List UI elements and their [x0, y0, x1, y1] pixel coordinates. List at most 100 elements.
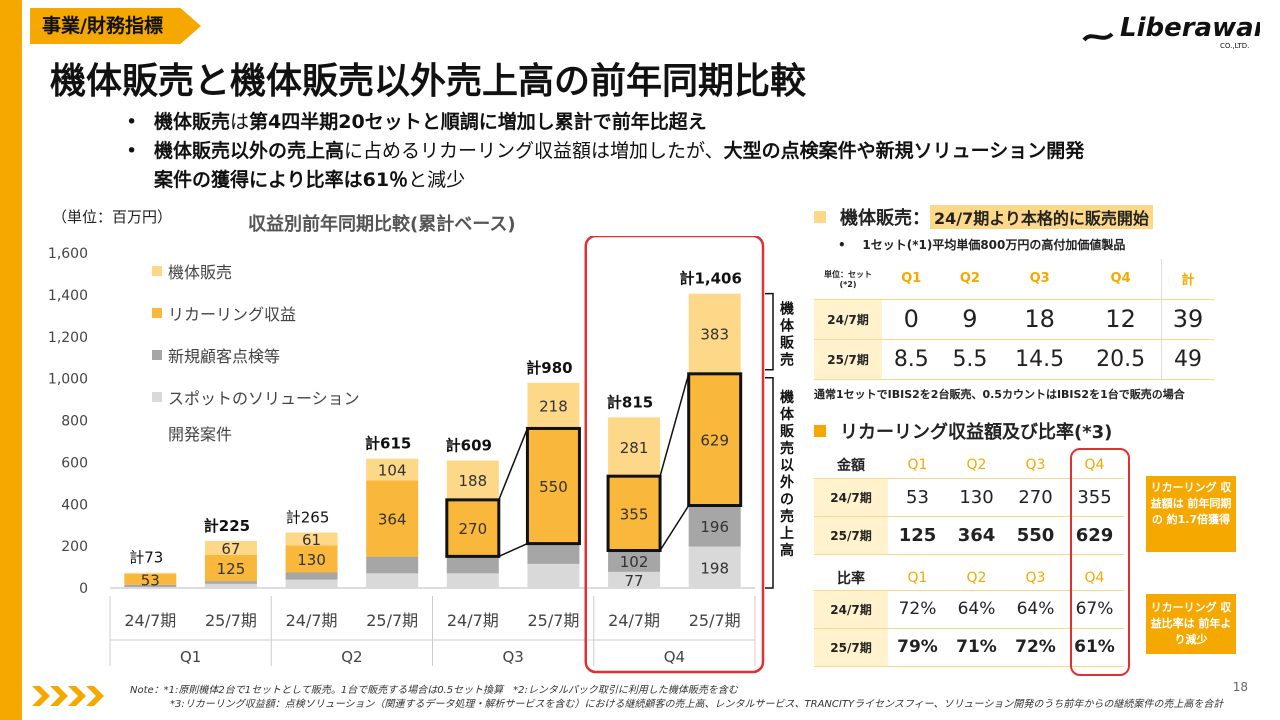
bar-segment: [608, 476, 661, 551]
data-label: 355: [620, 505, 649, 523]
rec-cell: 364: [957, 524, 996, 546]
x-tick-label: 24/7期: [447, 611, 499, 630]
y-tick-label: 1,600: [48, 246, 88, 262]
rec-cell: 355: [1077, 486, 1112, 508]
connector-line: [659, 373, 690, 477]
panel-recurring: リカーリング収益額及び比率(*3) 金額 Q1 Q2 Q3 Q4 24/7期 5…: [814, 418, 1264, 676]
bracket-other: [765, 377, 774, 589]
rec-cell: 53: [906, 486, 929, 508]
data-label: 198: [700, 559, 729, 577]
hw-cell: 49: [1161, 339, 1214, 379]
hw-cell: 39: [1161, 299, 1214, 339]
side-label-other: 外: [780, 474, 794, 491]
panel2-heading-row: リカーリング収益額及び比率(*3): [814, 418, 1264, 444]
ratio-cell: 71%: [956, 637, 997, 657]
bar-segment: [608, 571, 661, 588]
x-tick-label: 25/7期: [366, 611, 418, 630]
rec-cell: 130: [959, 486, 994, 508]
x-tick-label: 25/7期: [689, 611, 741, 630]
bullet-2-bold-2: 大型の点検案件や新規ソリューション開発: [723, 140, 1085, 162]
group-label: Q3: [502, 648, 523, 666]
total-label: 計615: [365, 435, 411, 453]
side-label-other: 高: [780, 542, 794, 559]
panel-hardware-sales: 機体販売： 24/7期より本格的に販売開始 • 1セット(*1)平均単価800万…: [814, 204, 1264, 402]
total-label: 計1,406: [679, 270, 741, 288]
rec-cell: 629: [1075, 524, 1114, 546]
side-label-hardware: 体: [780, 318, 795, 335]
panel2-square-icon: [814, 425, 826, 437]
group-label: Q4: [664, 648, 685, 666]
x-tick-label: 24/7期: [608, 611, 660, 630]
side-label-other: 以: [780, 458, 794, 474]
hw-cell: 8.5: [893, 346, 929, 372]
x-tick-label: 24/7期: [124, 611, 176, 630]
panel1-note: 通常1セットでIBIS2を2台販売、0.5カウントはIBIS2を1台で販売の場合: [814, 387, 1185, 401]
hw-cell: 12: [1105, 305, 1136, 333]
hardware-table: 単位：セット (*2) Q1 Q2 Q3 Q4 計 24/7期 0 9 18 1…: [814, 259, 1214, 380]
bar-segment: [124, 586, 177, 588]
y-tick-label: 1,000: [48, 372, 88, 388]
data-label: 77: [625, 572, 644, 590]
bullet-2-text-2: と減少: [408, 169, 466, 191]
bar-segment: [688, 546, 741, 588]
side-label-hardware: 販: [780, 335, 795, 352]
bar-segment: [124, 573, 177, 585]
bar-segment: [285, 579, 338, 588]
callout-amount: リカーリング 収益額は 前年同期の 約1.7倍獲得: [1146, 476, 1236, 552]
side-label-hardware: 売: [780, 352, 794, 369]
rec-col: Q1: [907, 569, 928, 586]
legend-swatch: [152, 266, 162, 276]
recurring-outline: [445, 498, 501, 558]
bar-segment: [366, 480, 419, 557]
ratio-cell: 72%: [898, 599, 937, 619]
bullet-2-bold-1: 機体販売以外の売上高: [154, 140, 345, 162]
rec-col: Q4: [1084, 569, 1105, 586]
y-tick-label: 1,400: [48, 288, 88, 304]
footnote-2: *3:リカーリング収益額：点検ソリューション（関連するデータ処理・解析サービスを…: [170, 699, 1224, 710]
bar-segment: [446, 499, 499, 557]
bar-segment: [366, 573, 419, 588]
hw-row-2024: 24/7期 0 9 18 12 39: [814, 299, 1214, 339]
y-tick-label: 400: [61, 497, 88, 513]
data-label: 188: [458, 472, 487, 490]
side-label-other: 売: [780, 440, 794, 457]
data-label: 281: [620, 439, 649, 457]
rec-cell: 125: [898, 524, 937, 546]
data-label: 364: [378, 510, 407, 528]
total-label: 計980: [526, 359, 572, 377]
x-tick-label: 25/7期: [527, 611, 579, 630]
bar-segment: [688, 373, 741, 506]
brand-sub: CO.,LTD.: [1220, 42, 1249, 50]
connector-line: [498, 428, 529, 501]
bracket-hardware: [765, 292, 774, 371]
stacked-bar-chart: 0 200 400 600 800 1,000 1,200 1,400 1,600 53 計73 24…: [48, 236, 795, 674]
hw-col-total: 計: [1161, 259, 1214, 299]
hw-cell: 5.5: [952, 346, 988, 372]
brand-name: Liberaware: [1120, 13, 1260, 43]
bar-segment: [204, 540, 257, 555]
unit-label: （単位：百万円）: [52, 208, 173, 226]
ratio-row-label: 25/7期: [814, 628, 888, 666]
side-label-other: 販: [780, 423, 795, 440]
hw-cell: 0: [903, 305, 919, 333]
bar-segment: [366, 458, 419, 481]
y-tick-label: 600: [61, 455, 88, 471]
left-accent-bar: [0, 0, 22, 720]
company-logo: Liberaware CO.,LTD.: [1080, 10, 1280, 50]
legend-label: 機体販売: [168, 263, 232, 282]
bar-segment: [527, 563, 580, 588]
page-number: 18: [1232, 680, 1248, 694]
rec-col: Q4: [1084, 456, 1105, 473]
ratio-cell: 64%: [1016, 599, 1055, 619]
hw-cell: 14.5: [1015, 346, 1065, 372]
hw-row-2025: 25/7期 8.5 5.5 14.5 20.5 49: [814, 339, 1214, 379]
data-label: 102: [620, 553, 649, 571]
bar-segment: [204, 581, 257, 584]
data-label: 550: [539, 478, 568, 496]
bar-segment: [366, 556, 419, 574]
bar-segment: [527, 382, 580, 429]
hw-row-label: 25/7期: [814, 339, 882, 379]
hardware-unit: 単位：セット (*2): [824, 269, 872, 289]
bullet-1-text-1: は: [230, 111, 250, 133]
recurring-outline: [606, 474, 662, 553]
